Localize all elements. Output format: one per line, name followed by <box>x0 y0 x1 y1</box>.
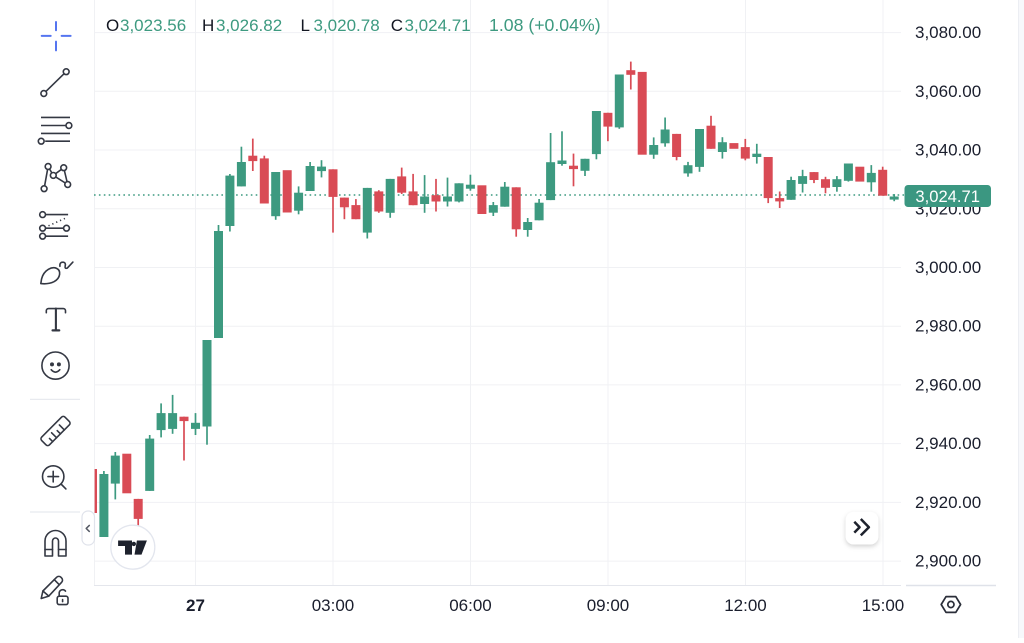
svg-text:3,000.00: 3,000.00 <box>915 258 981 277</box>
svg-text:3,023.56: 3,023.56 <box>120 16 186 35</box>
svg-text:06:00: 06:00 <box>449 596 492 615</box>
svg-text:27: 27 <box>186 596 205 615</box>
svg-text:2,960.00: 2,960.00 <box>915 375 981 394</box>
svg-text:3,060.00: 3,060.00 <box>915 82 981 101</box>
svg-text:15:00: 15:00 <box>862 596 905 615</box>
svg-text:H: H <box>202 16 214 35</box>
svg-text:1.08 (+0.04%): 1.08 (+0.04%) <box>489 15 601 35</box>
svg-text:O: O <box>106 16 119 35</box>
svg-text:3,040.00: 3,040.00 <box>915 141 981 160</box>
svg-text:2,900.00: 2,900.00 <box>915 552 981 571</box>
svg-text:C: C <box>391 16 403 35</box>
svg-text:12:00: 12:00 <box>724 596 767 615</box>
svg-text:2,980.00: 2,980.00 <box>915 317 981 336</box>
svg-text:3,024.71: 3,024.71 <box>405 16 471 35</box>
svg-text:3,080.00: 3,080.00 <box>915 23 981 42</box>
svg-text:3,026.82: 3,026.82 <box>216 16 282 35</box>
svg-text:3,024.71: 3,024.71 <box>915 187 980 206</box>
svg-text:09:00: 09:00 <box>587 596 630 615</box>
svg-text:3,020.78: 3,020.78 <box>314 16 380 35</box>
svg-text:2,920.00: 2,920.00 <box>915 493 981 512</box>
svg-text:L: L <box>301 16 310 35</box>
svg-text:2,940.00: 2,940.00 <box>915 434 981 453</box>
svg-text:03:00: 03:00 <box>312 596 355 615</box>
